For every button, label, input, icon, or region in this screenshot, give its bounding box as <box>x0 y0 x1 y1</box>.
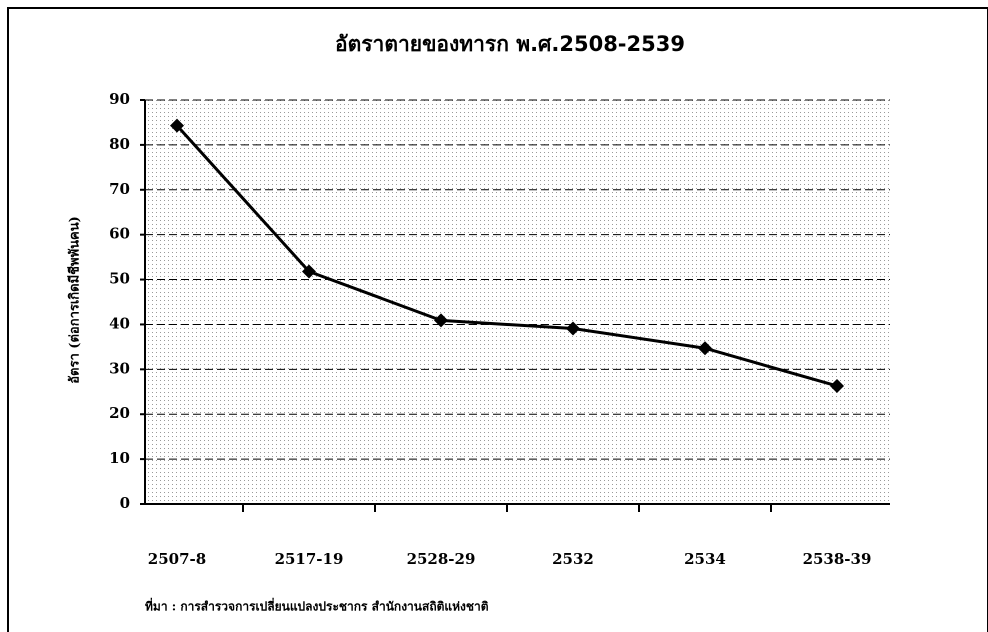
y-tick-label: 90 <box>109 90 130 108</box>
x-tick-label: 2534 <box>684 550 726 568</box>
y-tick-label: 80 <box>109 135 130 153</box>
y-axis-label: อัตรา (ต่อการเกิดมีชีพพันคน) <box>67 216 83 384</box>
x-tick-label: 2532 <box>552 550 594 568</box>
x-tick-label: 2517-19 <box>275 550 344 568</box>
y-tick-label: 60 <box>109 225 130 243</box>
data-point <box>566 321 580 336</box>
series-line <box>175 124 838 388</box>
data-point <box>170 118 184 133</box>
chart-title: อัตราตายของทารก พ.ศ.2508-2539 <box>335 32 685 56</box>
data-point <box>698 341 712 356</box>
source-note: ที่มา : การสำรวจการเปลี่ยนแปลงประชากร สำ… <box>145 598 489 614</box>
y-tick-label: 0 <box>120 494 130 512</box>
y-tick-label: 40 <box>109 314 130 332</box>
x-tick-label: 2507-8 <box>148 550 206 568</box>
data-point <box>830 378 844 393</box>
data-point <box>434 313 448 328</box>
plot-area <box>145 100 890 504</box>
y-tick-label: 50 <box>109 270 130 288</box>
x-tick-label: 2528-29 <box>407 550 476 568</box>
y-tick-label: 10 <box>109 449 130 467</box>
data-point <box>302 264 316 279</box>
y-tick-label: 30 <box>109 359 130 377</box>
y-tick-label: 70 <box>109 180 130 198</box>
y-tick-label: 20 <box>109 404 130 422</box>
x-tick-label: 2538-39 <box>803 550 872 568</box>
